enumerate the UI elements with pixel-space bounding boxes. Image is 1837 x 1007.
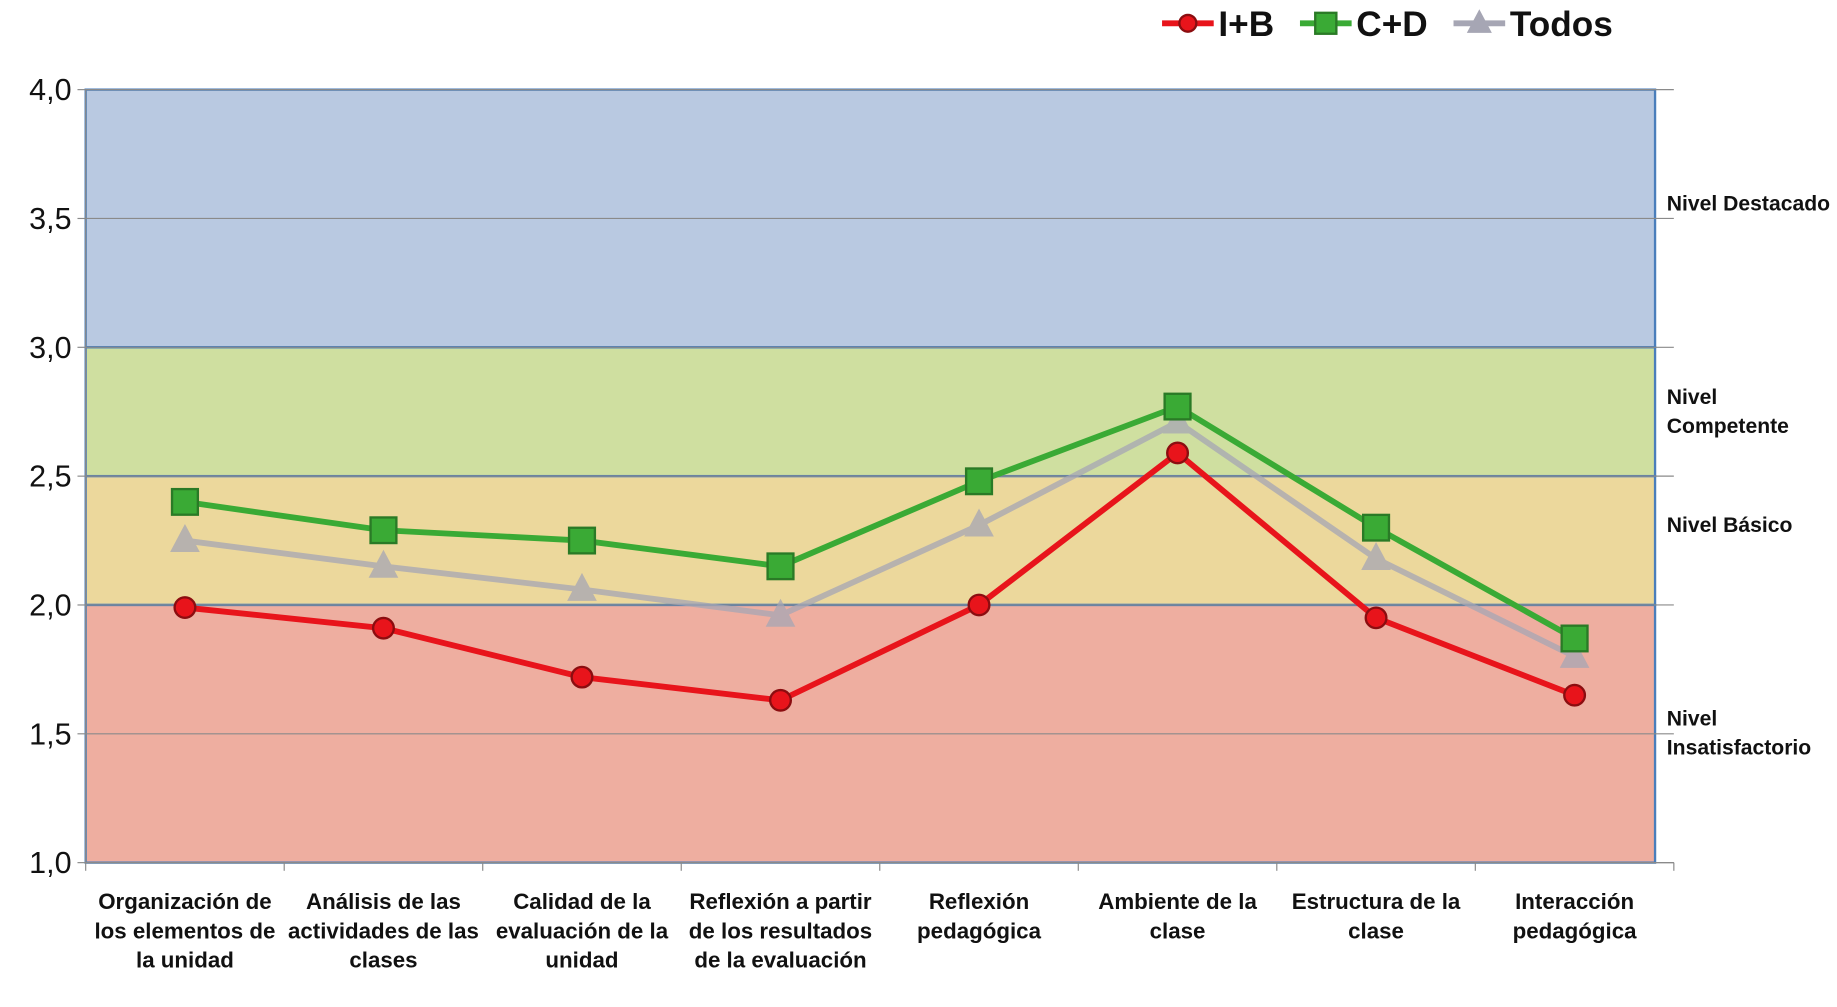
marker bbox=[170, 523, 200, 552]
marker bbox=[570, 665, 594, 689]
band-label: Nivel Básico bbox=[1666, 513, 1793, 538]
series-line bbox=[184, 403, 1577, 642]
marker bbox=[1166, 441, 1190, 465]
x-tick-label: Reflexión pedagógica bbox=[917, 890, 1041, 945]
legend-label: I+B bbox=[1218, 5, 1274, 44]
x-tick-label: Interacción pedagógica bbox=[1512, 890, 1637, 945]
series bbox=[170, 392, 1589, 653]
marker bbox=[368, 549, 399, 578]
series bbox=[170, 405, 1590, 668]
marker bbox=[1560, 624, 1589, 653]
legend-item: C+D bbox=[1299, 5, 1428, 44]
series bbox=[173, 441, 1587, 712]
legend-label: Todos bbox=[1510, 5, 1613, 44]
marker bbox=[567, 572, 597, 601]
band-label: Nivel Destacado bbox=[1666, 191, 1831, 215]
marker bbox=[1559, 639, 1590, 668]
x-tick-label: Ambiente de la clase bbox=[1098, 890, 1257, 945]
marker bbox=[964, 467, 994, 496]
x-tick-label: Análisis de las actividades de las clase… bbox=[288, 890, 479, 974]
marker bbox=[170, 487, 200, 516]
marker bbox=[1364, 606, 1388, 630]
x-tick-label: Estructura de la clase bbox=[1291, 890, 1461, 945]
y-tick-label: 3,0 bbox=[29, 331, 71, 365]
marker bbox=[173, 596, 197, 619]
marker bbox=[369, 516, 398, 545]
marker bbox=[967, 593, 991, 617]
band-label: Nivel Competente bbox=[1666, 384, 1789, 438]
marker bbox=[1314, 11, 1338, 35]
marker bbox=[766, 552, 795, 581]
level-band bbox=[84, 346, 1657, 478]
series-line bbox=[184, 449, 1576, 704]
y-tick-label: 2,5 bbox=[29, 460, 71, 494]
y-tick-label: 2,0 bbox=[29, 589, 71, 623]
marker bbox=[567, 526, 597, 555]
y-tick-label: 1,5 bbox=[29, 717, 71, 751]
legend-label: C+D bbox=[1356, 5, 1427, 44]
marker bbox=[769, 688, 793, 712]
legend-item: Todos bbox=[1453, 5, 1613, 44]
series-line bbox=[184, 418, 1576, 660]
marker bbox=[765, 598, 796, 627]
marker bbox=[1563, 683, 1587, 707]
marker bbox=[1163, 392, 1192, 421]
marker bbox=[371, 616, 395, 640]
marker bbox=[1178, 13, 1198, 33]
legend-item: I+B bbox=[1162, 5, 1274, 44]
marker bbox=[964, 508, 994, 537]
x-tick-label: Organización de los elementos de la unid… bbox=[94, 890, 276, 974]
x-tick-label: Calidad de la evaluación de la unidad bbox=[495, 890, 669, 974]
y-tick-label: 3,5 bbox=[29, 202, 71, 236]
marker bbox=[1466, 9, 1492, 33]
marker bbox=[1361, 513, 1391, 542]
y-tick-label: 4,0 bbox=[29, 73, 71, 107]
band-label: Nivel Insatisfactorio bbox=[1666, 707, 1812, 760]
marker bbox=[1361, 542, 1391, 571]
y-tick-label: 1,0 bbox=[29, 846, 71, 880]
level-band bbox=[84, 474, 1657, 607]
x-tick-label: Reflexión a partir de los resultados de … bbox=[688, 890, 873, 974]
